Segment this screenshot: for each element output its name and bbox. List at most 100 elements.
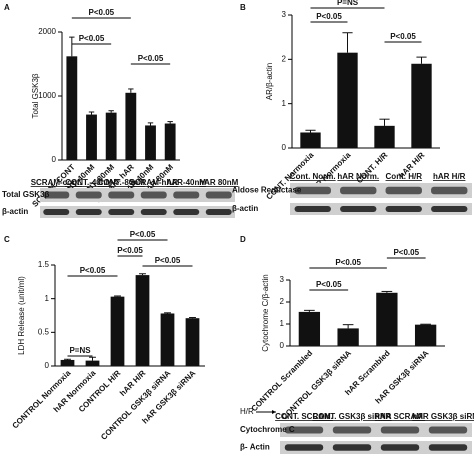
bar <box>66 56 78 160</box>
lane-label: CONT.-80nM <box>98 178 145 187</box>
blot-band <box>431 206 468 212</box>
y-tick-label: 0 <box>280 341 285 350</box>
y-tick-label: 2 <box>280 297 285 306</box>
lane-label: hAR GSK3β siRNA <box>412 412 474 421</box>
blot-band <box>108 209 135 215</box>
y-tick-label: 2 <box>282 54 287 63</box>
bar <box>185 318 200 366</box>
y-tick-label: 2000 <box>38 27 56 36</box>
bar <box>298 311 321 346</box>
blot-band <box>140 191 167 199</box>
blot-band <box>43 191 70 199</box>
lane-label: SCRAM-hAR <box>130 178 179 187</box>
x-tick-label: CONTROL GSK3β siRNA <box>280 348 353 421</box>
p-value: P<0.05 <box>117 246 143 255</box>
blot-band <box>428 426 468 434</box>
bar <box>374 125 395 148</box>
panel-letter: A <box>4 3 10 12</box>
bar <box>105 112 117 160</box>
blot-band <box>294 186 331 195</box>
blot-row-label: Total GSK3β <box>2 190 50 199</box>
y-tick-label: 1 <box>45 294 50 303</box>
blot-band <box>380 426 420 434</box>
bar <box>60 359 75 366</box>
blot-band <box>385 206 422 212</box>
p-value: P<0.05 <box>79 34 105 43</box>
blot-band <box>385 186 422 195</box>
lane-label: CONT. SCRAM. <box>275 412 333 421</box>
blot-band <box>43 209 70 215</box>
blot-row-label: Aldose Reductase <box>232 186 302 195</box>
blot-row-label: Cytochrome C <box>240 425 295 434</box>
blot-band <box>205 209 232 215</box>
x-tick-label: CONTROL Scrambled <box>250 348 315 413</box>
bar <box>110 296 125 366</box>
lane-label: CONT. GSK3β siRNA <box>312 412 391 421</box>
lane-label: hAR 80nM <box>199 178 238 187</box>
bar <box>164 123 176 160</box>
bar <box>376 292 398 346</box>
p-value: P=NS <box>69 346 91 355</box>
lane-label: hAR H/R <box>433 172 466 181</box>
blot-band <box>75 209 102 215</box>
y-tick-label: 0 <box>45 361 50 370</box>
p-value: P<0.05 <box>335 258 361 267</box>
lane-label: SCRAM-cont. <box>31 178 82 187</box>
y-axis-label: LDH Release (unit/ml) <box>17 276 26 355</box>
bar <box>160 313 175 366</box>
blot-row-label: β- Actin <box>240 443 270 452</box>
bar <box>411 63 432 149</box>
blot-strip <box>290 183 472 198</box>
blot-band <box>380 444 420 451</box>
bar <box>125 92 137 160</box>
blot-band <box>294 206 331 212</box>
bar <box>85 360 100 366</box>
y-tick-label: 1.5 <box>38 260 50 269</box>
p-value: P<0.05 <box>393 248 419 257</box>
y-tick-label: 1 <box>282 99 287 108</box>
y-axis-label: Total GSK3β <box>31 73 40 118</box>
bar <box>414 324 437 346</box>
y-tick-label: 1000 <box>38 91 56 100</box>
bar <box>135 275 150 366</box>
bar <box>86 114 97 160</box>
bar <box>300 132 321 148</box>
y-axis-label: AR/β-actin <box>265 63 274 101</box>
p-value: P<0.05 <box>390 32 416 41</box>
blot-band <box>340 206 377 212</box>
y-tick-label: 0.5 <box>38 327 50 336</box>
panel-letter: C <box>4 235 10 244</box>
y-tick-label: 3 <box>282 10 287 19</box>
panel-letter: D <box>240 235 246 244</box>
blot-band <box>173 209 200 215</box>
bar <box>337 328 359 346</box>
p-value: P<0.05 <box>80 266 106 275</box>
blot-band <box>340 186 377 195</box>
blot-row-label: β-actin <box>232 204 258 213</box>
y-axis-label: Cytochrome C/β-actin <box>261 274 270 352</box>
p-value: P<0.05 <box>316 280 342 289</box>
p-value: P<0.05 <box>155 256 181 265</box>
blot-row-label: β-actin <box>2 207 28 216</box>
p-value: P<0.05 <box>316 12 342 21</box>
panel-letter: B <box>240 3 246 12</box>
blot-band <box>284 444 324 451</box>
lane-label: Cont. Norm. <box>290 172 336 181</box>
blot-strip <box>290 203 472 215</box>
bar <box>145 125 156 160</box>
arrow-head <box>272 410 276 414</box>
lane-label: CONT.-40nM <box>65 178 112 187</box>
y-tick-label: 3 <box>280 275 285 284</box>
p-value: P<0.05 <box>89 8 115 17</box>
p-value: P<0.05 <box>138 54 164 63</box>
blot-strip <box>280 441 472 454</box>
blot-band <box>205 191 232 199</box>
lane-label: hAR Norm. <box>337 172 379 181</box>
blot-band <box>108 191 135 199</box>
blot-band <box>332 444 372 451</box>
blot-strip <box>280 423 472 437</box>
blot-band <box>140 209 167 215</box>
lane-label: Cont. H/R <box>386 172 423 181</box>
p-value: P<0.05 <box>130 230 156 239</box>
